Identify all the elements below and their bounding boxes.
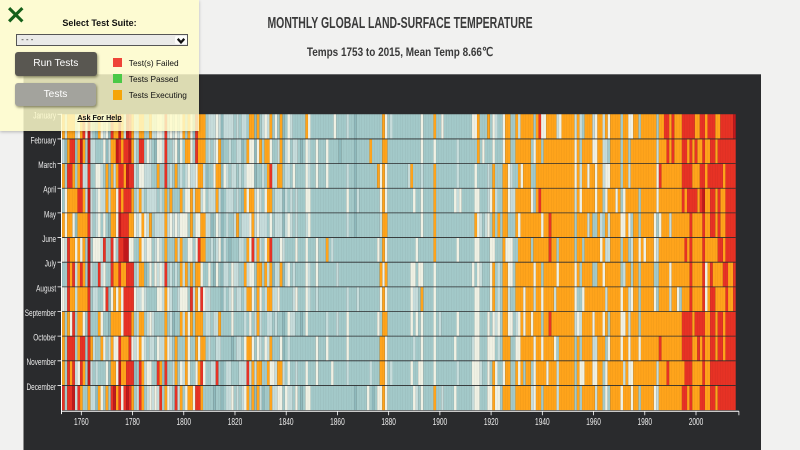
svg-text:1880: 1880 <box>381 415 396 427</box>
svg-text:October: October <box>33 333 56 343</box>
svg-text:November: November <box>27 357 57 367</box>
svg-text:1820: 1820 <box>228 415 243 427</box>
svg-text:September: September <box>25 308 57 318</box>
svg-text:July: July <box>45 259 57 269</box>
svg-text:2000: 2000 <box>689 415 704 427</box>
svg-text:1920: 1920 <box>484 415 499 427</box>
svg-text:1800: 1800 <box>176 415 191 427</box>
svg-text:February: February <box>30 135 56 145</box>
svg-text:August: August <box>36 283 57 293</box>
svg-text:1760: 1760 <box>74 415 89 427</box>
svg-text:June: June <box>42 234 56 244</box>
svg-text:1900: 1900 <box>433 415 448 427</box>
svg-text:1840: 1840 <box>279 415 294 427</box>
svg-text:April: April <box>43 185 56 195</box>
svg-text:1960: 1960 <box>586 415 601 427</box>
svg-text:March: March <box>38 160 56 170</box>
svg-text:1780: 1780 <box>125 415 140 427</box>
svg-text:December: December <box>27 382 57 392</box>
svg-text:1860: 1860 <box>330 415 345 427</box>
svg-text:May: May <box>44 209 56 219</box>
svg-text:1980: 1980 <box>637 415 652 427</box>
svg-text:1940: 1940 <box>535 415 550 427</box>
